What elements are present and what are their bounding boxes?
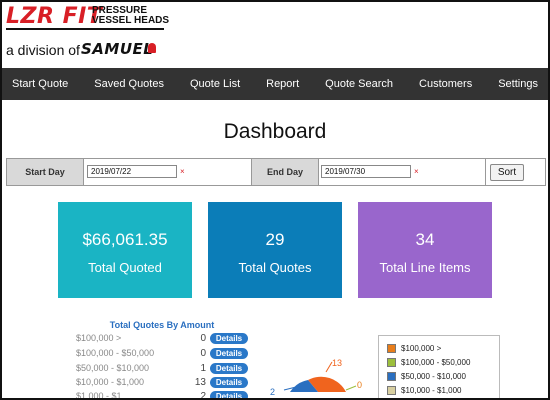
- details-button[interactable]: Details: [210, 363, 248, 374]
- logo-underline: [6, 28, 164, 30]
- amount-range: $50,000 - $10,000: [76, 363, 150, 373]
- total-quotes-card[interactable]: 29 Total Quotes: [208, 202, 342, 298]
- divider: [251, 159, 252, 185]
- amount-count: 0: [200, 333, 206, 344]
- end-day-input[interactable]: [321, 165, 411, 178]
- amount-row: $100,000 - $50,000 0 Details: [76, 348, 252, 360]
- nav-start-quote[interactable]: Start Quote: [12, 78, 69, 90]
- pie-label: 13: [332, 358, 342, 368]
- nav-saved-quotes[interactable]: Saved Quotes: [94, 78, 164, 90]
- flame-icon: [148, 43, 156, 53]
- pie-slice[interactable]: [290, 380, 318, 392]
- amount-count: 0: [200, 348, 206, 359]
- start-day-label: Start Day: [7, 159, 84, 185]
- pie-leader-line: [325, 361, 333, 373]
- pie-leader-line: [283, 385, 301, 391]
- legend-label: $50,000 - $10,000: [401, 372, 466, 381]
- nav-report[interactable]: Report: [266, 78, 300, 90]
- legend-swatch: [387, 386, 396, 395]
- details-button[interactable]: Details: [210, 391, 248, 398]
- total-quotes-value: 29: [265, 230, 285, 249]
- details-button[interactable]: Details: [210, 377, 248, 388]
- parent-brand-logo: SAMUEL: [81, 40, 154, 58]
- sort-button[interactable]: Sort: [490, 164, 524, 181]
- legend-label: $100,000 >: [401, 344, 442, 353]
- main-nav: Start Quote Saved Quotes Quote List Repo…: [2, 68, 548, 100]
- total-line-items-card[interactable]: 34 Total Line Items: [358, 202, 492, 298]
- logo[interactable]: LZR FIT PRESSURE VESSEL HEADS a division…: [4, 4, 174, 64]
- total-quoted-label: Total Quoted: [88, 260, 162, 275]
- logo-subtitle: PRESSURE VESSEL HEADS: [92, 5, 170, 26]
- nav-settings[interactable]: Settings: [498, 78, 538, 90]
- amount-row: $10,000 - $1,000 13 Details: [76, 377, 252, 389]
- legend-label: $10,000 - $1,000: [401, 386, 462, 395]
- nav-quote-list[interactable]: Quote List: [189, 78, 241, 90]
- legend-label: $100,000 - $50,000: [401, 358, 471, 367]
- clear-end-icon[interactable]: ×: [414, 167, 419, 176]
- amount-row: $1,000 - $1 2 Details: [76, 391, 252, 400]
- page-title: Dashboard: [223, 120, 327, 143]
- total-quotes-label: Total Quotes: [238, 260, 312, 275]
- end-day-label: End Day: [252, 159, 319, 185]
- amount-range: $100,000 >: [76, 333, 122, 343]
- amount-range: $10,000 - $1,000: [76, 377, 145, 387]
- amount-count: 1: [200, 363, 206, 374]
- pie-label: 2: [270, 387, 275, 397]
- nav-customers[interactable]: Customers: [419, 78, 473, 90]
- details-button[interactable]: Details: [210, 333, 248, 344]
- amount-count: 13: [194, 377, 206, 388]
- details-button[interactable]: Details: [210, 348, 248, 359]
- amount-table-title: Total Quotes By Amount: [109, 320, 215, 330]
- clear-start-icon[interactable]: ×: [180, 167, 185, 176]
- total-quoted-card[interactable]: $66,061.35 Total Quoted: [58, 202, 192, 298]
- legend-swatch: [387, 358, 396, 367]
- pie-legend: $100,000 > $100,000 - $50,000 $50,000 - …: [378, 335, 500, 398]
- total-quoted-value: $66,061.35: [82, 230, 168, 249]
- logo-text: LZR FIT: [6, 4, 103, 29]
- legend-swatch: [387, 372, 396, 381]
- division-text: a division of: [6, 42, 80, 58]
- amount-row: $50,000 - $10,000 1 Details: [76, 363, 252, 375]
- divider: [485, 159, 486, 185]
- amount-row: $100,000 > 0 Details: [76, 333, 252, 345]
- amount-count: 2: [200, 391, 206, 400]
- start-day-input[interactable]: [87, 165, 177, 178]
- amount-range: $1,000 - $1: [76, 391, 122, 400]
- total-line-items-label: Total Line Items: [379, 260, 471, 275]
- pie-slice[interactable]: [308, 376, 346, 392]
- nav-quote-search[interactable]: Quote Search: [325, 78, 394, 90]
- pie-label: 0: [357, 380, 362, 390]
- pie-leader-line: [345, 385, 357, 391]
- legend-swatch: [387, 344, 396, 353]
- quotes-pie-chart: 13 2 0: [270, 358, 362, 397]
- total-line-items-value: 34: [415, 230, 435, 249]
- date-filter-bar: Start Day × End Day × Sort: [6, 158, 546, 186]
- amount-range: $100,000 - $50,000: [76, 348, 155, 358]
